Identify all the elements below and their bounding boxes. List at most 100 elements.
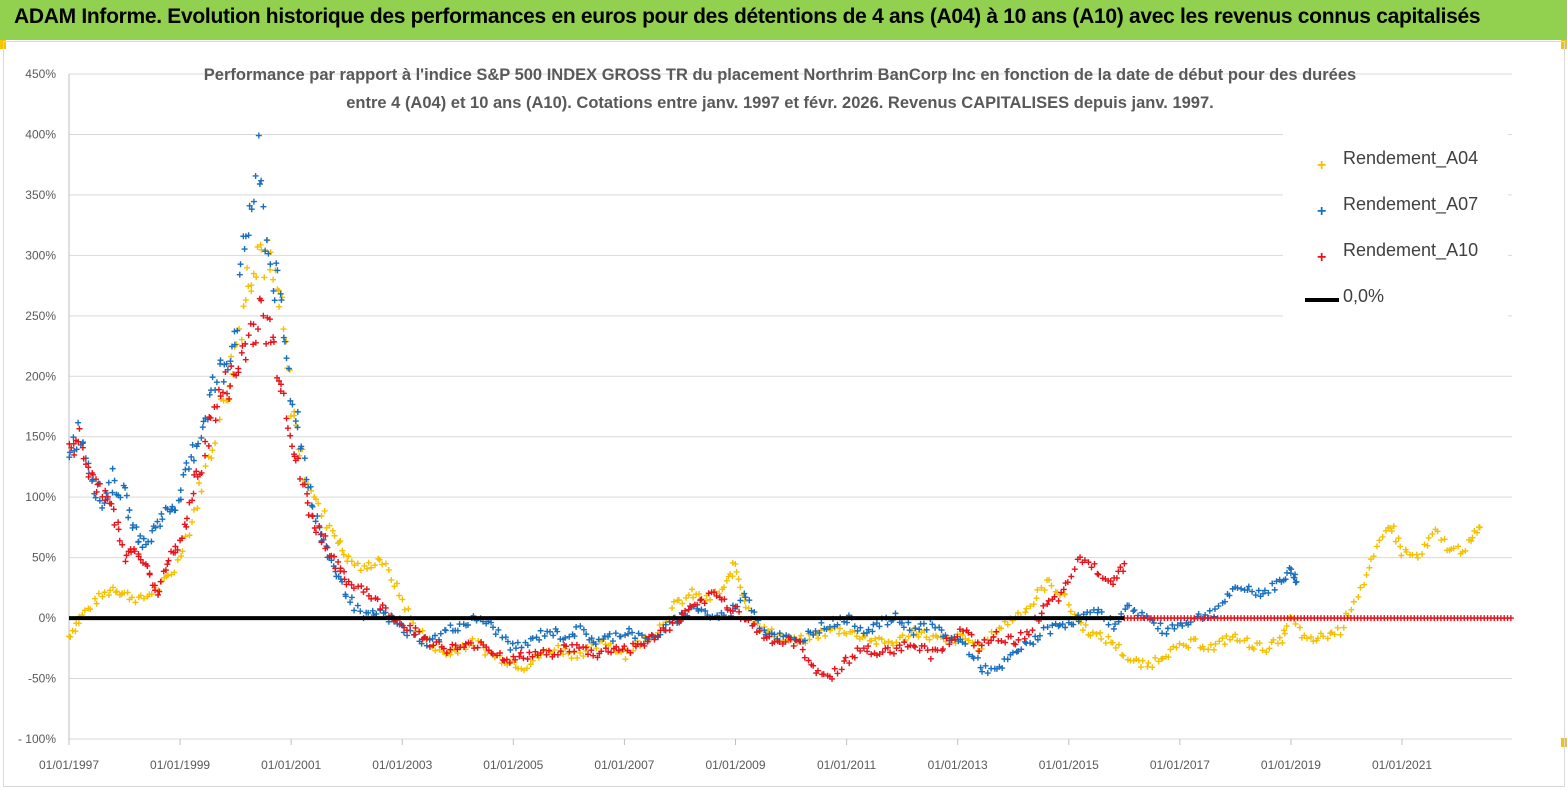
a10-point (242, 356, 249, 363)
a10-point (1015, 636, 1022, 643)
a04-point (410, 620, 417, 627)
a04-point (707, 596, 714, 603)
a10-point (280, 390, 287, 397)
a04-point (1139, 657, 1146, 664)
a04-point (1027, 603, 1034, 610)
a10-point (729, 608, 736, 615)
a04-point (1474, 529, 1481, 536)
a07-point (870, 621, 877, 628)
a07-point (281, 338, 288, 345)
a07-point (109, 489, 116, 496)
a07-point (1047, 630, 1054, 637)
a07-point (974, 654, 981, 661)
a10-point (110, 506, 117, 513)
a04-point (1355, 593, 1362, 600)
a10-point (921, 643, 928, 650)
a10-point (648, 631, 655, 638)
a10-point (99, 493, 106, 500)
a04-point (893, 639, 900, 646)
a10-point (834, 670, 841, 677)
a04-point (419, 627, 426, 634)
a10-point (974, 639, 981, 646)
a10-point (416, 628, 423, 635)
a10-point (576, 645, 583, 652)
a04-point (1363, 571, 1370, 578)
a10-point (68, 444, 75, 451)
a07-point (1032, 633, 1039, 640)
a07-point (447, 622, 454, 629)
a04-point (1340, 624, 1347, 631)
a10-point (258, 297, 265, 304)
a04-point (393, 580, 400, 587)
a04-point (348, 558, 355, 565)
a10-point (594, 654, 601, 661)
a10-point (131, 548, 138, 555)
a04-point (574, 654, 581, 661)
x-tick-label: 01/01/2003 (372, 758, 432, 772)
a07-point (111, 477, 118, 484)
a07-point (280, 334, 287, 341)
a10-point (615, 647, 622, 654)
a10-point (524, 656, 531, 663)
a10-point (250, 321, 257, 328)
a10-point (426, 643, 433, 650)
a10-point (155, 591, 162, 598)
a10-point (1110, 581, 1117, 588)
a07-point (1255, 587, 1262, 594)
a04-point (1324, 635, 1331, 642)
a04-point (688, 586, 695, 593)
a04-point (1030, 601, 1037, 608)
a10-point (682, 607, 689, 614)
a10-point (412, 624, 419, 631)
a10-point (698, 596, 705, 603)
line-marker-icon (1305, 298, 1339, 302)
data-points (66, 132, 1514, 682)
a07-point (592, 641, 599, 648)
a10-point (93, 488, 100, 495)
a04-point (1223, 632, 1230, 639)
a04-point (1373, 543, 1380, 550)
a10-point (526, 649, 533, 656)
a04-point (622, 656, 629, 663)
a10-point (313, 529, 320, 536)
a10-point (1113, 575, 1120, 582)
a04-point (1109, 639, 1116, 646)
a07-point (1062, 624, 1069, 631)
a10-point (190, 490, 197, 497)
plus-marker-icon: + (1317, 203, 1327, 220)
a07-point (294, 424, 301, 431)
a10-point (998, 638, 1005, 645)
a10-point (1055, 597, 1062, 604)
a10-point (202, 438, 209, 445)
a10-point (512, 656, 519, 663)
a07-point (524, 642, 531, 649)
a04-point (357, 567, 364, 574)
a07-point (99, 504, 106, 511)
a10-point (598, 648, 605, 655)
a04-point (555, 642, 562, 649)
a10-point (588, 647, 595, 654)
y-tick-label: 0% (39, 611, 57, 625)
a07-point (912, 625, 919, 632)
a07-point (831, 623, 838, 630)
a10-point (337, 565, 344, 572)
a10-point (1021, 635, 1028, 642)
a07-point (625, 630, 632, 637)
a07-point (834, 621, 841, 628)
a04-point (685, 592, 692, 599)
a07-point (818, 619, 825, 626)
a10-point (296, 475, 303, 482)
y-tick-label: - 100% (18, 732, 56, 746)
a07-point (66, 449, 73, 456)
a10-point (846, 660, 853, 667)
a10-point (332, 565, 339, 572)
a07-point (1226, 592, 1233, 599)
a07-point (1252, 592, 1259, 599)
a10-point (102, 497, 109, 504)
a04-point (99, 593, 106, 600)
a10-point (532, 648, 539, 655)
a10-point (85, 464, 92, 471)
a07-point (1130, 608, 1137, 615)
a10-point (968, 631, 975, 638)
